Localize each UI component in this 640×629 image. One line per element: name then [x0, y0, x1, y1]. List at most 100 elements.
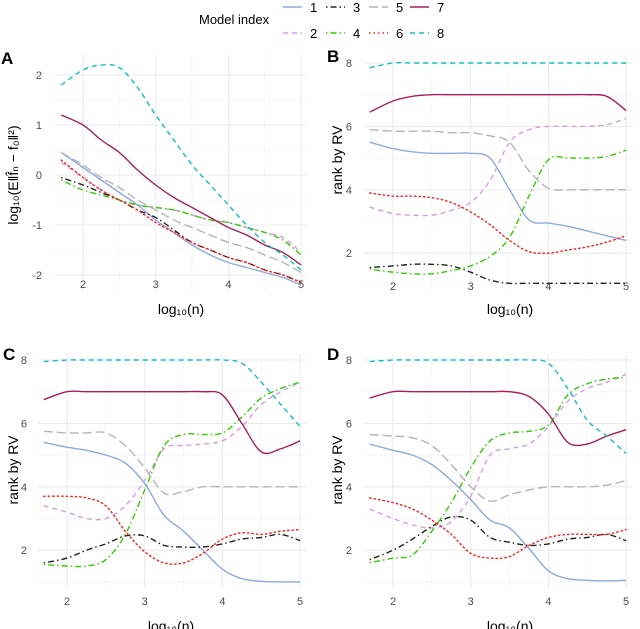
y-tick-label: 8 — [21, 355, 27, 367]
legend-label: 7 — [437, 0, 444, 15]
series-line-8 — [369, 359, 627, 455]
x-axis-title: log₁₀(n) — [487, 618, 533, 629]
y-tick-label: 4 — [346, 482, 352, 494]
y-tick-label: 2 — [21, 545, 27, 557]
x-tick-label: 2 — [64, 596, 70, 608]
legend-entry-8: 8 — [410, 26, 444, 41]
legend: Model index 1 2 3 4 5 6 7 8 — [199, 0, 444, 41]
grid — [364, 354, 632, 588]
legend-entry-6: 6 — [369, 26, 403, 41]
series-line-4 — [369, 376, 627, 564]
x-tick-label: 3 — [153, 279, 159, 291]
y-axis-title: rank by RV — [329, 435, 345, 505]
legend-entry-5: 5 — [369, 0, 403, 15]
y-tick-label: 6 — [21, 418, 27, 430]
y-tick-label: 6 — [346, 121, 352, 133]
x-tick-label: 4 — [225, 279, 231, 291]
series-line-7 — [369, 93, 627, 113]
series-line-4 — [60, 179, 302, 256]
grid — [364, 57, 632, 291]
y-tick-label: 2 — [36, 70, 42, 82]
series-line-7 — [60, 114, 302, 266]
y-tick-label: -2 — [32, 270, 42, 282]
y-axis-title: log₁₀(E‖f̂ₙ − f₀‖²) — [5, 125, 21, 224]
series-line-3 — [60, 176, 302, 284]
series-line-1 — [43, 441, 301, 583]
y-tick-label: 6 — [346, 418, 352, 430]
legend-label: 1 — [310, 0, 317, 15]
legend-label: 2 — [310, 26, 317, 41]
x-tick-label: 3 — [142, 596, 148, 608]
x-tick-label: 2 — [390, 281, 396, 293]
legend-entry-4: 4 — [326, 26, 360, 41]
legend-entry-2: 2 — [283, 26, 317, 41]
y-tick-label: 2 — [346, 545, 352, 557]
grid — [38, 354, 306, 588]
y-tick-label: 8 — [346, 355, 352, 367]
series-line-2 — [60, 161, 302, 254]
legend-label: 5 — [396, 0, 403, 15]
legend-entry-1: 1 — [283, 0, 317, 15]
panel-D: 2 3 4 5 2 4 6 8 log₁₀(n) rank by RV D — [327, 345, 632, 629]
y-tick-label: 4 — [346, 185, 352, 197]
legend-label: 6 — [396, 26, 403, 41]
y-tick-label: -1 — [32, 220, 42, 232]
series-line-8 — [369, 61, 627, 69]
panel-label: D — [327, 345, 339, 364]
series-line-5 — [60, 151, 302, 274]
y-tick-label: 4 — [21, 482, 27, 494]
x-axis-title: log₁₀(n) — [158, 301, 204, 317]
x-tick-label: 4 — [545, 596, 551, 608]
series-line-5 — [369, 128, 627, 191]
series-line-8 — [43, 359, 301, 428]
series-line-4 — [43, 381, 301, 568]
series-line-6 — [369, 497, 627, 560]
y-axis-title: rank by RV — [329, 125, 345, 195]
series-line-8 — [60, 63, 302, 271]
series-line-7 — [43, 390, 301, 455]
legend-label: 4 — [353, 26, 360, 41]
legend-title: Model index — [199, 12, 270, 27]
series-line-5 — [369, 433, 627, 502]
legend-entry-7: 7 — [410, 0, 444, 15]
series-line-1 — [369, 141, 627, 242]
y-tick-label: 0 — [36, 170, 42, 182]
x-tick-label: 3 — [468, 596, 474, 608]
panel-label: A — [1, 49, 13, 68]
x-tick-label: 2 — [390, 596, 396, 608]
series-line-6 — [43, 495, 301, 565]
x-tick-label: 4 — [545, 281, 551, 293]
panel-C: 2 3 4 5 2 4 6 8 log₁₀(n) rank by RV C — [3, 345, 306, 629]
x-tick-label: 5 — [297, 596, 303, 608]
x-tick-label: 5 — [623, 596, 629, 608]
x-tick-label: 4 — [219, 596, 225, 608]
series-line-5 — [43, 430, 301, 496]
panel-B: 2 3 4 5 2 4 6 8 log₁₀(n) rank by RV B — [327, 47, 632, 317]
legend-label: 3 — [353, 0, 360, 15]
series-line-2 — [369, 373, 627, 529]
y-tick-label: 2 — [346, 248, 352, 260]
x-tick-label: 3 — [468, 281, 474, 293]
series-line-6 — [60, 159, 302, 284]
series-line-3 — [43, 533, 301, 564]
panel-label: B — [327, 47, 339, 66]
grid — [55, 55, 307, 291]
series-line-3 — [369, 263, 627, 285]
series-line-2 — [43, 381, 301, 521]
x-tick-label: 5 — [623, 281, 629, 293]
series-line-3 — [369, 515, 627, 561]
legend-label: 8 — [437, 26, 444, 41]
series-line-6 — [369, 192, 627, 255]
panel-label: C — [3, 345, 15, 364]
y-tick-label: 8 — [346, 58, 352, 70]
series-line-2 — [369, 117, 627, 217]
legend-entry-3: 3 — [326, 0, 360, 15]
series-line-1 — [60, 151, 302, 286]
x-tick-label: 2 — [80, 279, 86, 291]
y-tick-label: 1 — [36, 120, 42, 132]
x-axis-title: log₁₀(n) — [148, 618, 194, 629]
series-line-7 — [369, 390, 627, 447]
x-axis-title: log₁₀(n) — [487, 301, 533, 317]
